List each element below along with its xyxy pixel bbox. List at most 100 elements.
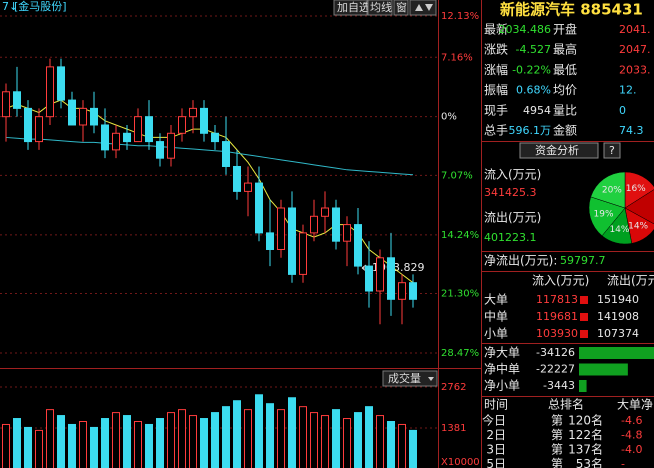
- quote-value: 2041.: [619, 23, 651, 36]
- order-inflow: 119681: [536, 310, 578, 323]
- rank-prefix: 第: [551, 457, 563, 468]
- button[interactable]: 窗: [396, 0, 407, 14]
- quote-label: 最新: [484, 22, 508, 37]
- quote-value: 2047.: [619, 43, 651, 56]
- help[interactable]: ?: [609, 144, 615, 157]
- volume-bar: [189, 415, 197, 468]
- volume-bar: [211, 412, 219, 468]
- net-value: -3443: [543, 379, 575, 392]
- rank-value: 53名: [576, 456, 603, 468]
- net-bar: [579, 380, 587, 392]
- volume-bar: [299, 406, 307, 468]
- y-tick-label: 2762: [441, 382, 466, 393]
- quote-value: 74.3: [619, 124, 644, 137]
- rank-period: 今日: [482, 413, 506, 428]
- volume-bar: [387, 420, 395, 468]
- order-label: 大单: [484, 293, 508, 307]
- volume-bar: [46, 409, 54, 468]
- candle-body: [332, 207, 340, 242]
- candle-body: [277, 207, 285, 250]
- volume-bar: [24, 426, 32, 468]
- order-inflow: 117813: [536, 293, 578, 306]
- candle-body: [79, 107, 87, 126]
- candle-body: [112, 132, 120, 151]
- pie-slice: [624, 189, 654, 225]
- net-bar: [579, 363, 628, 376]
- stock-tag[interactable]: [金马股份]: [14, 0, 67, 13]
- rank-period: 3日: [486, 443, 506, 457]
- candle-body: [24, 107, 32, 143]
- tab[interactable]: 资金分析: [535, 143, 579, 157]
- rank-value: 120名: [568, 413, 603, 428]
- volume-bar: [244, 409, 252, 468]
- quote-label: 涨幅: [484, 62, 508, 77]
- button[interactable]: 加自选: [337, 1, 370, 14]
- candle-body: [2, 91, 10, 118]
- quote-label: 开盘: [553, 22, 577, 37]
- volume-bar: [288, 397, 296, 468]
- candle-body: [145, 116, 153, 143]
- button-frame: [382, 370, 438, 387]
- column-header: 流入(万元): [532, 274, 589, 288]
- candle-body: [90, 107, 98, 126]
- rank-net: -4.8: [621, 429, 642, 442]
- volume-bar: [255, 394, 263, 468]
- rank-period: 2日: [486, 428, 506, 442]
- pie-slice: [588, 196, 626, 237]
- rank-net: -4.6: [621, 414, 642, 427]
- volume-bar: [332, 409, 340, 468]
- volume-bar: [123, 415, 131, 468]
- net-label: 净小单: [484, 379, 520, 393]
- volume-bar: [343, 418, 351, 468]
- volume-bar: [13, 418, 21, 468]
- button-frame: [409, 0, 437, 16]
- button[interactable]: 均线: [370, 0, 392, 14]
- pie-label: 14%: [628, 222, 648, 232]
- annotation: 1963.829: [372, 261, 425, 274]
- order-outflow: 141908: [597, 310, 639, 323]
- volume-bar: [156, 418, 164, 468]
- inflow: 341425.3: [484, 186, 537, 199]
- column-header: 流出(万元): [607, 274, 654, 288]
- stock-tag: 7↓: [2, 0, 18, 13]
- inflow-label: 流入(万元): [484, 168, 541, 182]
- indicator-select[interactable]: 成交量: [388, 371, 421, 385]
- volume-bar: [222, 406, 230, 468]
- volume-bar: [68, 423, 76, 468]
- volume-bar: [57, 415, 65, 468]
- volume-bar: [178, 409, 186, 468]
- button-frame: [333, 0, 368, 16]
- ma-line: [5, 136, 414, 176]
- quote-value: 2033.: [619, 63, 651, 76]
- outflow: 401223.1: [484, 231, 537, 244]
- candle-body: [288, 207, 296, 275]
- quote-label: 最低: [553, 63, 577, 77]
- candle-body: [244, 182, 252, 192]
- quote-value: 4954: [523, 104, 551, 117]
- candle-body: [123, 132, 131, 143]
- volume-bar: [365, 406, 373, 468]
- volume-bar: [321, 415, 329, 468]
- dropdown-arrow: [428, 377, 434, 381]
- rank-period: 5日: [486, 457, 506, 468]
- quote-label: 最高: [553, 42, 577, 57]
- rank-value: 137名: [568, 442, 603, 457]
- volume-bar: [90, 426, 98, 468]
- candle-body: [387, 257, 395, 300]
- volume-bar: [112, 412, 120, 468]
- volume-bar: [277, 409, 285, 468]
- y-tick-label: 28.47%: [441, 348, 479, 359]
- net-label: 净大单: [484, 346, 520, 360]
- outflow-label: 流出(万元): [484, 211, 541, 225]
- pie-label: 16%: [626, 184, 646, 194]
- rank-prefix: 第: [551, 414, 563, 428]
- rank-net: -: [621, 458, 625, 468]
- net-value: 59797.7: [560, 254, 606, 267]
- candle-body: [354, 224, 362, 267]
- volume-bar: [35, 429, 43, 468]
- candle-body: [409, 282, 417, 300]
- candle-body: [200, 107, 208, 134]
- scroll-arrows[interactable]: [415, 4, 433, 11]
- volume-bar: [167, 412, 175, 468]
